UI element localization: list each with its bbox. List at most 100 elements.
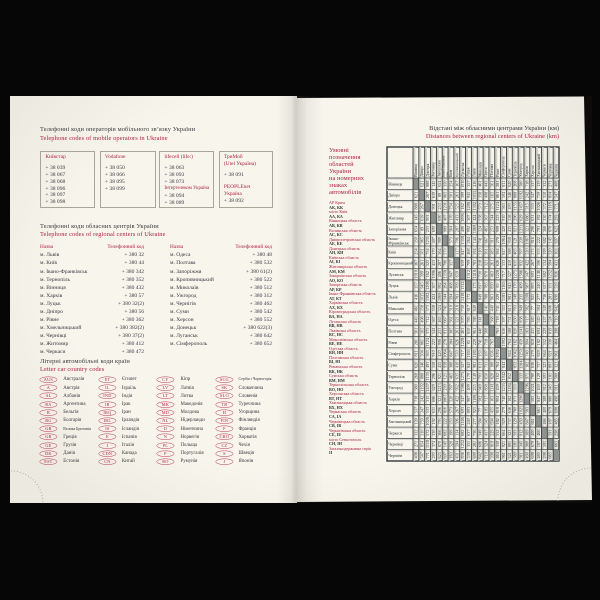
svg-text:173: 173 — [472, 282, 477, 288]
svg-text:IS: IS — [105, 426, 110, 431]
svg-text:629: 629 — [431, 384, 436, 390]
svg-text:435: 435 — [437, 362, 442, 368]
svg-text:580: 580 — [513, 452, 518, 458]
svg-text:Суми: Суми — [388, 363, 397, 367]
svg-text:527: 527 — [507, 271, 512, 277]
svg-text:1231: 1231 — [443, 202, 448, 210]
svg-text:682: 682 — [542, 237, 547, 243]
svg-text:229: 229 — [495, 294, 500, 300]
svg-text:185: 185 — [530, 316, 535, 322]
svg-text:816: 816 — [443, 407, 448, 413]
svg-text:SCG: SCG — [220, 377, 229, 382]
svg-text:501: 501 — [419, 248, 424, 254]
svg-text:717: 717 — [501, 271, 506, 277]
svg-text:437: 437 — [542, 316, 547, 322]
svg-text:261: 261 — [454, 328, 459, 334]
svg-text:422: 422 — [454, 396, 459, 402]
svg-text:845: 845 — [466, 362, 471, 368]
svg-text:539: 539 — [466, 452, 471, 458]
svg-text:271: 271 — [548, 181, 553, 187]
svg-text:591: 591 — [542, 441, 547, 447]
svg-text:664: 664 — [542, 349, 547, 356]
svg-text:347: 347 — [530, 192, 535, 198]
svg-text:222: 222 — [443, 418, 448, 424]
svg-text:533: 533 — [425, 407, 430, 413]
svg-text:218: 218 — [454, 305, 459, 311]
svg-text:CN: CN — [104, 459, 110, 464]
svg-text:1155: 1155 — [513, 202, 518, 210]
svg-text:463: 463 — [489, 271, 494, 277]
svg-text:139: 139 — [413, 418, 418, 424]
svg-text:1253: 1253 — [519, 349, 524, 357]
svg-text:CZ: CZ — [221, 443, 227, 448]
svg-text:621: 621 — [413, 192, 418, 198]
svg-text:298: 298 — [554, 430, 559, 436]
svg-text:1021: 1021 — [530, 383, 535, 391]
svg-text:847: 847 — [448, 350, 453, 356]
svg-text:836: 836 — [554, 271, 559, 277]
svg-text:911: 911 — [443, 328, 448, 334]
svg-text:465: 465 — [513, 248, 518, 254]
svg-text:253: 253 — [425, 226, 430, 232]
svg-text:397: 397 — [501, 316, 506, 322]
svg-text:192: 192 — [536, 214, 541, 220]
svg-text:690: 690 — [431, 226, 436, 232]
svg-text:E: E — [106, 434, 109, 439]
svg-text:357: 357 — [466, 181, 471, 187]
svg-text:267: 267 — [530, 260, 535, 266]
svg-text:431: 431 — [554, 260, 559, 266]
svg-text:321: 321 — [554, 362, 559, 368]
svg-text:Кропивницький: Кропивницький — [388, 262, 413, 266]
svg-text:736: 736 — [542, 294, 547, 300]
svg-text:185: 185 — [484, 407, 489, 413]
svg-text:485: 485 — [554, 418, 559, 424]
svg-text:785: 785 — [484, 282, 489, 288]
svg-text:346: 346 — [507, 192, 512, 198]
svg-text:965: 965 — [419, 237, 424, 243]
svg-text:771: 771 — [425, 452, 430, 458]
svg-text:552: 552 — [495, 430, 500, 436]
svg-text:1275: 1275 — [513, 270, 518, 278]
svg-text:296: 296 — [513, 214, 518, 220]
svg-text:440: 440 — [489, 305, 494, 311]
svg-text:287: 287 — [437, 260, 442, 266]
svg-text:697: 697 — [554, 237, 559, 243]
svg-text:1184: 1184 — [507, 382, 512, 391]
svg-text:AUS: AUS — [44, 377, 54, 382]
svg-text:230: 230 — [443, 384, 448, 390]
svg-text:583: 583 — [524, 407, 529, 413]
svg-text:347: 347 — [419, 407, 424, 413]
svg-text:350: 350 — [413, 237, 418, 243]
svg-text:844: 844 — [501, 361, 506, 368]
svg-text:836: 836 — [460, 452, 465, 458]
svg-text:912: 912 — [542, 384, 547, 390]
svg-text:353: 353 — [501, 305, 506, 311]
svg-text:1213: 1213 — [437, 383, 442, 391]
svg-text:709: 709 — [466, 260, 471, 266]
svg-text:520: 520 — [524, 248, 529, 254]
svg-text:654: 654 — [437, 180, 442, 187]
svg-text:351: 351 — [548, 282, 553, 288]
svg-text:1252: 1252 — [460, 440, 465, 448]
svg-text:188: 188 — [507, 328, 512, 334]
svg-text:520: 520 — [448, 441, 453, 447]
svg-text:121: 121 — [513, 237, 518, 243]
svg-text:89: 89 — [419, 227, 424, 231]
svg-text:901: 901 — [425, 214, 430, 220]
svg-text:591: 591 — [548, 430, 553, 436]
svg-text:400: 400 — [530, 430, 535, 436]
svg-text:NL: NL — [163, 418, 169, 423]
svg-text:539: 539 — [554, 282, 559, 288]
svg-text:527: 527 — [460, 362, 465, 368]
svg-text:398: 398 — [554, 328, 559, 334]
svg-text:264: 264 — [466, 236, 471, 243]
svg-text:345: 345 — [548, 384, 553, 390]
svg-text:Харків: Харків — [525, 166, 529, 177]
svg-text:321: 321 — [507, 452, 512, 458]
svg-text:912: 912 — [519, 430, 524, 436]
svg-text:330: 330 — [495, 441, 500, 447]
svg-text:254: 254 — [413, 248, 418, 255]
svg-text:594: 594 — [472, 248, 477, 255]
svg-text:568: 568 — [484, 328, 489, 334]
svg-text:737: 737 — [536, 362, 541, 368]
